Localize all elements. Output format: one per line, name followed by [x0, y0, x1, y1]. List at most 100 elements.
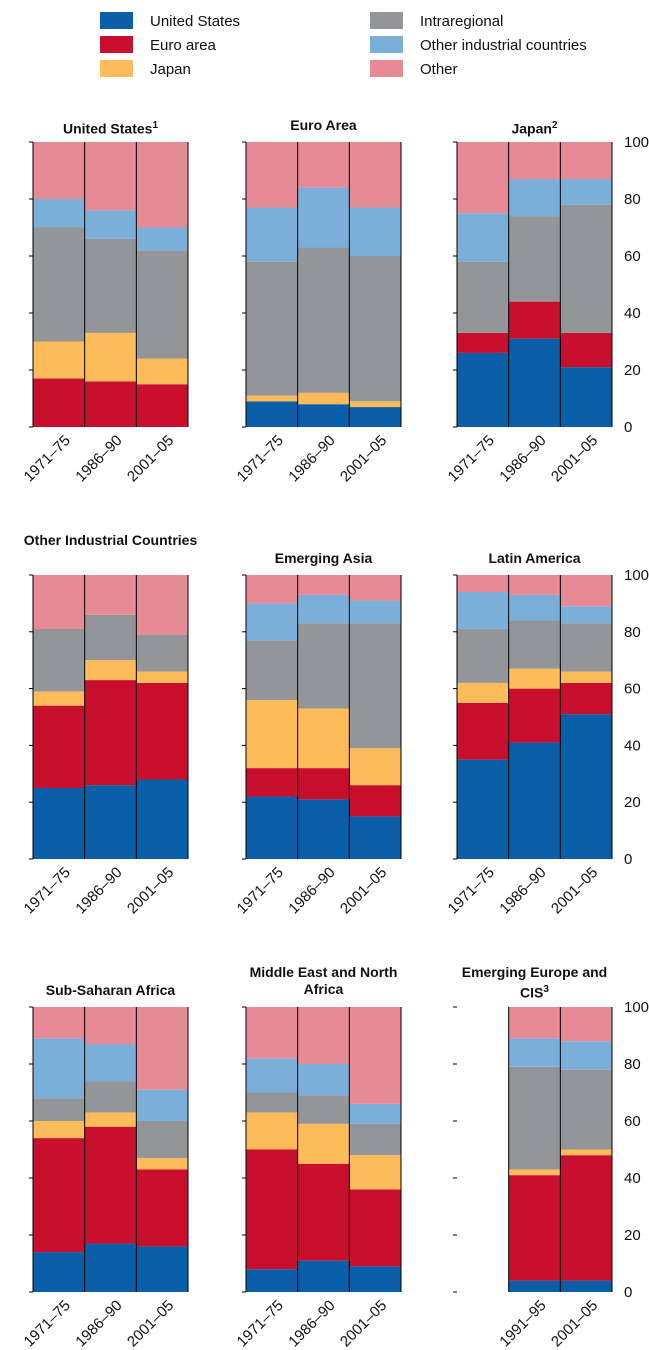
bar-segment [84, 1007, 137, 1045]
bar-segment [84, 1044, 137, 1082]
bar-segment [33, 341, 85, 379]
bar-segment [136, 384, 188, 427]
bar-stack [84, 1007, 137, 1292]
bar-segment [33, 691, 85, 706]
x-tick-label: 1971–75 [21, 1297, 74, 1350]
x-tick-label: 1986–90 [285, 864, 338, 917]
bar-segment [457, 332, 509, 353]
bar-segment [560, 671, 612, 683]
bar-stack [246, 575, 298, 859]
bar-segment [297, 594, 350, 624]
bar-segment [560, 1069, 612, 1150]
y-tick-label: 60 [624, 248, 641, 265]
bar-segment [246, 575, 298, 604]
legend-label: Other industrial countries [420, 37, 587, 54]
legend-label: United States [150, 13, 240, 30]
bar-segment [246, 1007, 298, 1059]
bar-segment [297, 1007, 350, 1064]
bar-stack [508, 142, 561, 427]
panel-title-text: Emerging Asia [274, 550, 373, 566]
title-footnote: 3 [543, 984, 549, 995]
bar-segment [246, 261, 298, 396]
y-tick-label: 20 [624, 362, 641, 379]
bar-segment [297, 142, 350, 188]
bar-segment [136, 1089, 188, 1121]
panel-title-text: Euro Area [290, 117, 357, 133]
bar-segment [560, 606, 612, 624]
bar-segment [246, 1112, 298, 1150]
bar-stack [297, 575, 350, 859]
bar-segment [297, 1123, 350, 1164]
bar-segment [136, 575, 188, 635]
bar-segment [84, 680, 137, 786]
bar-segment [349, 816, 401, 859]
bar-segment [560, 332, 612, 368]
y-tick-label: 40 [624, 1170, 641, 1187]
x-tick-label: 1971–75 [21, 432, 74, 485]
x-tick-label: 2001–05 [548, 432, 601, 485]
bar-stack [508, 1007, 561, 1292]
bar-segment [457, 575, 509, 593]
legend-swatch [100, 36, 133, 53]
x-tick-label: 1971–75 [234, 864, 287, 917]
bar-segment [84, 238, 137, 333]
x-tick-label: 1986–90 [496, 432, 549, 485]
bar-stack [349, 575, 401, 859]
bar-segment [136, 1158, 188, 1170]
bar-segment [349, 575, 401, 601]
bar-segment [560, 714, 612, 859]
bar-segment [560, 367, 612, 427]
bar-segment [33, 705, 85, 788]
bar-segment [457, 142, 509, 214]
bar-segment [84, 575, 137, 615]
bar-segment [508, 594, 561, 621]
bar-segment [246, 1092, 298, 1113]
bar-segment [33, 1098, 85, 1121]
bar-segment [457, 261, 509, 333]
bar-segment [297, 799, 350, 859]
panel-title-text: Other Industrial Countries [23, 532, 198, 548]
bar-segment [297, 708, 350, 769]
bar-stack [349, 1007, 401, 1292]
bar-segment [33, 575, 85, 629]
bar-segment [457, 702, 509, 760]
bar-segment [246, 603, 298, 641]
y-tick-label: 40 [624, 305, 641, 322]
bar-segment [508, 1175, 561, 1281]
bar-segment [33, 1121, 85, 1139]
bar-segment [508, 742, 561, 859]
y-tick-label: 60 [624, 1113, 641, 1130]
panel-title: Emerging Europe and CIS3 [447, 964, 622, 1002]
bar-segment [508, 1280, 561, 1292]
bar-segment [33, 378, 85, 427]
bar-segment [508, 1066, 561, 1170]
bar-segment [84, 785, 137, 859]
legend-label: Intraregional [420, 13, 503, 30]
x-tick-label: 1986–90 [285, 432, 338, 485]
bar-segment [349, 407, 401, 427]
bar-segment [508, 668, 561, 689]
y-tick-label: 80 [624, 1056, 641, 1073]
bar-stack [84, 142, 137, 427]
bar-segment [33, 199, 85, 228]
bar-segment [84, 614, 137, 661]
y-tick-label: 60 [624, 681, 641, 698]
bar-segment [136, 1169, 188, 1247]
panel-title: Sub-Saharan Africa [23, 982, 198, 999]
y-tick-label: 0 [624, 1284, 632, 1301]
bar-segment [84, 332, 137, 382]
bar-stack [508, 575, 561, 859]
bar-segment [33, 628, 85, 692]
bar-segment [297, 392, 350, 405]
y-tick-label: 80 [624, 624, 641, 641]
x-tick-label: 1971–75 [21, 864, 74, 917]
bar-segment [33, 788, 85, 859]
bar-segment [297, 1095, 350, 1124]
bar-segment [508, 216, 561, 302]
bar-segment [508, 688, 561, 743]
panel-title-text: Emerging Europe and CIS [461, 964, 608, 1001]
legend-label: Japan [150, 61, 191, 78]
bar-segment [560, 682, 612, 715]
bar-segment [136, 634, 188, 672]
